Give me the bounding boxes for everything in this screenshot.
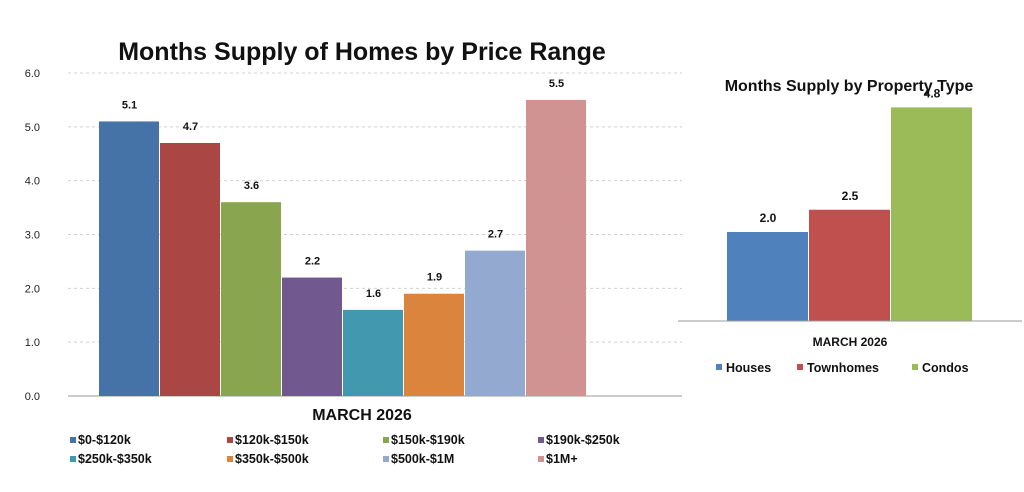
data-label: 4.7 bbox=[183, 121, 198, 133]
legend-label: $500k-$1M bbox=[391, 452, 454, 466]
legend-item: $1M+ bbox=[538, 452, 578, 466]
y-tick-label: 4.0 bbox=[25, 176, 40, 188]
bar bbox=[727, 232, 808, 321]
legend-item: Townhomes bbox=[797, 361, 879, 375]
legend-label: $150k-$190k bbox=[391, 433, 465, 447]
legend-label: $190k-$250k bbox=[546, 433, 620, 447]
bar bbox=[160, 142, 220, 396]
legend-item: $250k-$350k bbox=[70, 452, 152, 466]
data-labels: 2.0 2.5 4.8 bbox=[760, 86, 941, 225]
legend-label: Houses bbox=[726, 361, 771, 375]
y-tick-label: 6.0 bbox=[25, 68, 40, 80]
legend-swatch bbox=[716, 364, 722, 370]
bar bbox=[891, 107, 972, 322]
legend-item: $500k-$1M bbox=[383, 452, 454, 466]
x-axis-label: MARCH 2026 bbox=[813, 335, 888, 349]
bar bbox=[221, 202, 281, 396]
bars bbox=[727, 107, 972, 322]
data-label: 2.5 bbox=[842, 189, 859, 203]
legend-swatch bbox=[383, 437, 389, 443]
y-axis-ticks: 0.0 1.0 2.0 3.0 4.0 5.0 6.0 bbox=[25, 68, 40, 403]
legend-swatch bbox=[538, 456, 544, 462]
x-axis-label: MARCH 2026 bbox=[312, 407, 412, 424]
legend-swatch bbox=[797, 364, 803, 370]
data-label: 5.5 bbox=[549, 78, 564, 90]
bar bbox=[99, 121, 159, 396]
legend-swatch bbox=[912, 364, 918, 370]
chart-title: Months Supply of Homes by Price Range bbox=[118, 38, 606, 66]
y-tick-label: 0.0 bbox=[25, 391, 40, 403]
y-tick-label: 3.0 bbox=[25, 230, 40, 242]
bar bbox=[526, 99, 586, 397]
legend-swatch bbox=[383, 456, 389, 462]
legend-label: Condos bbox=[922, 361, 969, 375]
bar bbox=[465, 250, 525, 396]
legend-swatch bbox=[538, 437, 544, 443]
property-type-chart: Months Supply by Property Type 2.0 2.5 4.8… bbox=[678, 78, 1022, 375]
y-tick-label: 5.0 bbox=[25, 122, 40, 134]
legend-item: $350k-$500k bbox=[227, 452, 309, 466]
data-labels: 5.1 4.7 3.6 2.2 1.6 1.9 2.7 5.5 bbox=[122, 78, 564, 300]
legend-item: $0-$120k bbox=[70, 433, 131, 447]
y-tick-label: 2.0 bbox=[25, 283, 40, 295]
legend-swatch bbox=[227, 456, 233, 462]
legend-item: $120k-$150k bbox=[227, 433, 309, 447]
y-tick-label: 1.0 bbox=[25, 337, 40, 349]
bar bbox=[404, 293, 464, 396]
legend-item: $150k-$190k bbox=[383, 433, 465, 447]
data-label: 2.0 bbox=[760, 211, 777, 225]
data-label: 1.9 bbox=[427, 272, 442, 284]
legend-swatch bbox=[70, 437, 76, 443]
legend-label: $250k-$350k bbox=[78, 452, 152, 466]
legend-label: Townhomes bbox=[807, 361, 879, 375]
legend-label: $1M+ bbox=[546, 452, 578, 466]
legend: $0-$120k $120k-$150k $150k-$190k $190k-$250… bbox=[70, 433, 620, 466]
data-label: 1.6 bbox=[366, 288, 381, 300]
legend-label: $350k-$500k bbox=[235, 452, 309, 466]
bar bbox=[282, 277, 342, 396]
legend-item: Condos bbox=[912, 361, 969, 375]
chart-title: Months Supply by Property Type bbox=[725, 78, 974, 95]
legend-swatch bbox=[70, 456, 76, 462]
data-label: 3.6 bbox=[244, 180, 259, 192]
bar bbox=[809, 209, 890, 321]
legend-item: $190k-$250k bbox=[538, 433, 620, 447]
price-range-chart: Months Supply of Homes by Price Range 0.… bbox=[25, 38, 682, 466]
legend-item: Houses bbox=[716, 361, 771, 375]
data-label: 5.1 bbox=[122, 99, 137, 111]
legend-label: $0-$120k bbox=[78, 433, 131, 447]
bars bbox=[99, 99, 586, 397]
bar bbox=[343, 309, 403, 396]
legend-label: $120k-$150k bbox=[235, 433, 309, 447]
data-label: 4.8 bbox=[924, 86, 941, 100]
data-label: 2.2 bbox=[305, 256, 320, 268]
data-label: 2.7 bbox=[488, 229, 503, 241]
legend-swatch bbox=[227, 437, 233, 443]
legend: Houses Townhomes Condos bbox=[716, 361, 969, 375]
